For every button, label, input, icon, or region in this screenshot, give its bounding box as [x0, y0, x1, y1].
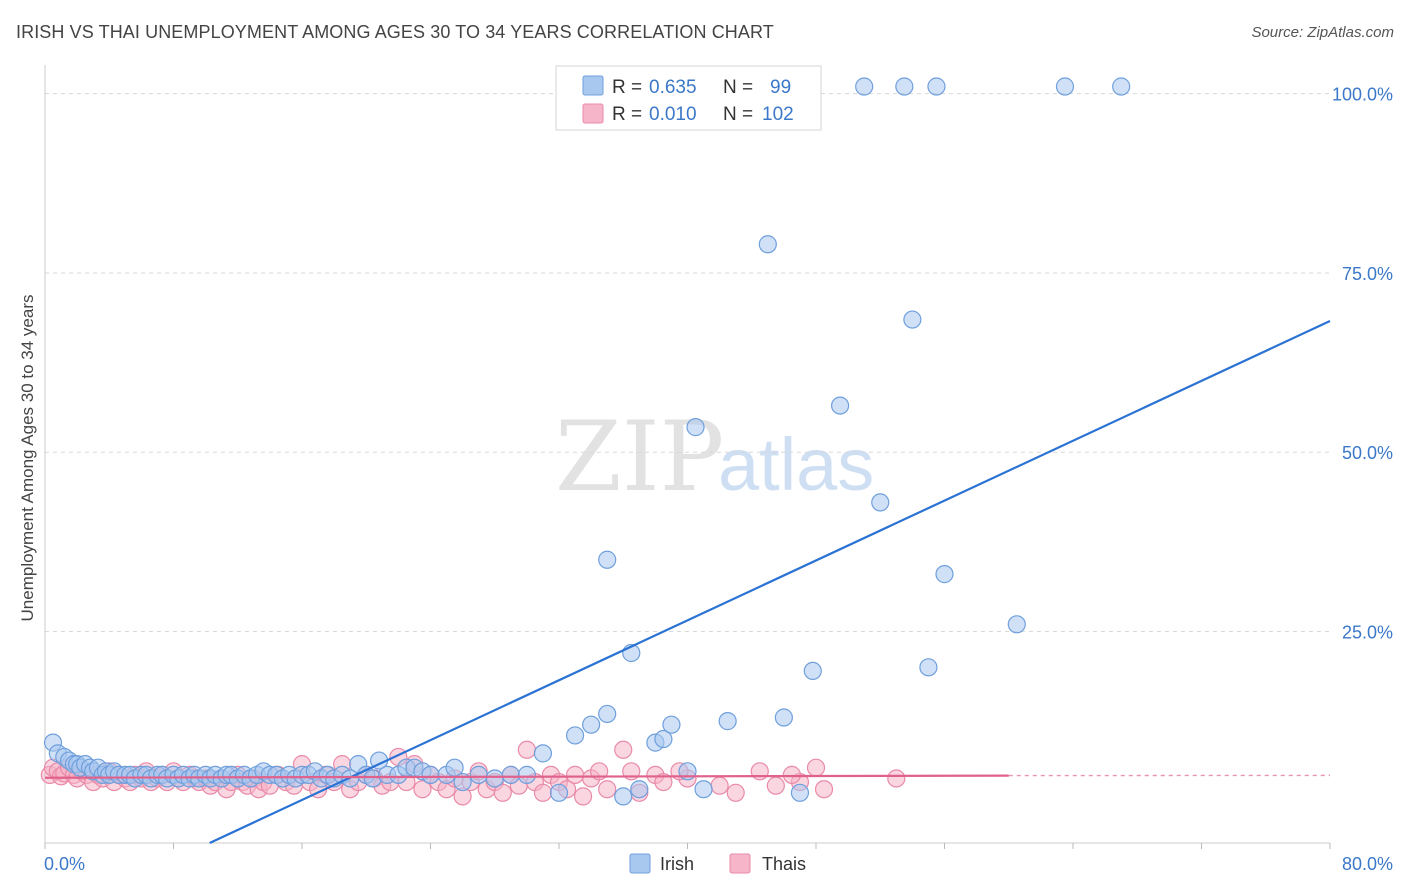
bottom-legend-swatch-thai: [729, 853, 751, 874]
watermark-zip: ZIP: [555, 401, 724, 513]
x-tick-label-1: 80.0%: [1342, 854, 1393, 874]
legend-thai-n-value: 102: [762, 104, 794, 125]
irish-point-84: [718, 712, 737, 731]
bottom-legend: Irish Thais: [629, 853, 806, 874]
thai-point-94: [887, 769, 906, 788]
legend-irish-n-value: 99: [770, 77, 791, 98]
irish-point-64: [421, 765, 440, 784]
thai-point-98: [726, 783, 745, 802]
thai-point-92: [806, 758, 826, 777]
gridlines: [45, 93, 1330, 632]
irish-point-99: [1055, 77, 1075, 96]
legend-swatch-irish: [582, 75, 604, 96]
thai-point-93: [814, 780, 834, 799]
legend: R = 0.635 N = 99 R = 0.010 N = 102: [555, 65, 822, 131]
irish-point-70: [501, 765, 520, 784]
legend-swatch-thai: [582, 103, 604, 124]
irish-point-68: [469, 765, 488, 784]
irish-point-88: [790, 783, 810, 802]
legend-thai-n-label: N =: [723, 104, 753, 125]
irish-trend-line: [209, 319, 1331, 844]
irish-point-89: [803, 661, 822, 681]
irish-point-76: [598, 704, 617, 724]
thai-point-72: [493, 783, 512, 802]
irish-point-100: [1112, 77, 1131, 96]
thai-point-77: [533, 783, 553, 802]
irish-point-83: [694, 780, 713, 799]
legend-irish-r-label: R =: [612, 77, 642, 98]
irish-point-81: [662, 715, 681, 734]
watermark-atlas: atlas: [718, 423, 874, 506]
thai-point-95: [782, 765, 802, 784]
chart-title: IRISH VS THAI UNEMPLOYMENT AMONG AGES 30…: [16, 22, 774, 42]
trend-lines: [44, 319, 1331, 844]
irish-point-77: [614, 787, 633, 806]
thai-point-86: [614, 740, 633, 759]
tick-labels: 25.0% 50.0% 75.0% 100.0% 0.0% 80.0%: [44, 85, 1393, 874]
thai-trend-line: [44, 774, 1009, 779]
irish-point-87: [774, 708, 793, 727]
thai-point-62: [413, 780, 432, 799]
thai-point-82: [573, 787, 593, 806]
irish-point-86: [758, 235, 777, 254]
irish-point-80: [654, 729, 673, 749]
thai-point-85: [598, 780, 617, 799]
irish-point-96: [927, 77, 946, 96]
irish-point-78: [630, 780, 649, 799]
irish-point-102: [598, 550, 617, 569]
source-credit: Source: ZipAtlas.com: [1251, 24, 1394, 41]
irish-point-97: [935, 565, 954, 584]
axes: [44, 65, 1331, 849]
legend-thai-r-label: R =: [612, 104, 642, 125]
x-tick-label-0: 0.0%: [44, 854, 85, 874]
irish-point-73: [549, 783, 569, 802]
y-tick-label-2: 75.0%: [1342, 264, 1393, 284]
irish-point-69: [485, 769, 504, 788]
y-tick-label-3: 100.0%: [1332, 85, 1393, 105]
bottom-legend-swatch-irish: [629, 853, 651, 874]
irish-point-74: [565, 726, 585, 745]
bottom-legend-irish: Irish: [660, 854, 694, 874]
thai-point-75: [517, 740, 536, 759]
irish-point-98: [1007, 615, 1026, 634]
y-tick-label-0: 25.0%: [1342, 622, 1393, 642]
thai-point-81: [565, 765, 585, 784]
irish-point-103: [686, 418, 705, 437]
legend-irish-r-value: 0.635: [649, 77, 697, 98]
irish-point-90: [830, 396, 850, 415]
thai-point-99: [766, 776, 785, 795]
irish-point-92: [871, 493, 890, 512]
irish-point-94: [903, 310, 922, 329]
irish-point-95: [919, 658, 938, 677]
legend-irish-n-label: N =: [723, 77, 753, 98]
legend-thai-r-value: 0.010: [649, 104, 697, 125]
irish-point-91: [855, 77, 874, 96]
thai-point-100: [654, 772, 673, 792]
y-tick-label-1: 50.0%: [1342, 443, 1393, 463]
irish-point-71: [517, 765, 536, 784]
irish-point-75: [582, 715, 601, 734]
thai-point-96: [710, 776, 729, 795]
bottom-legend-thais: Thais: [762, 854, 806, 874]
irish-point-93: [895, 77, 914, 96]
irish-point-72: [533, 744, 553, 763]
